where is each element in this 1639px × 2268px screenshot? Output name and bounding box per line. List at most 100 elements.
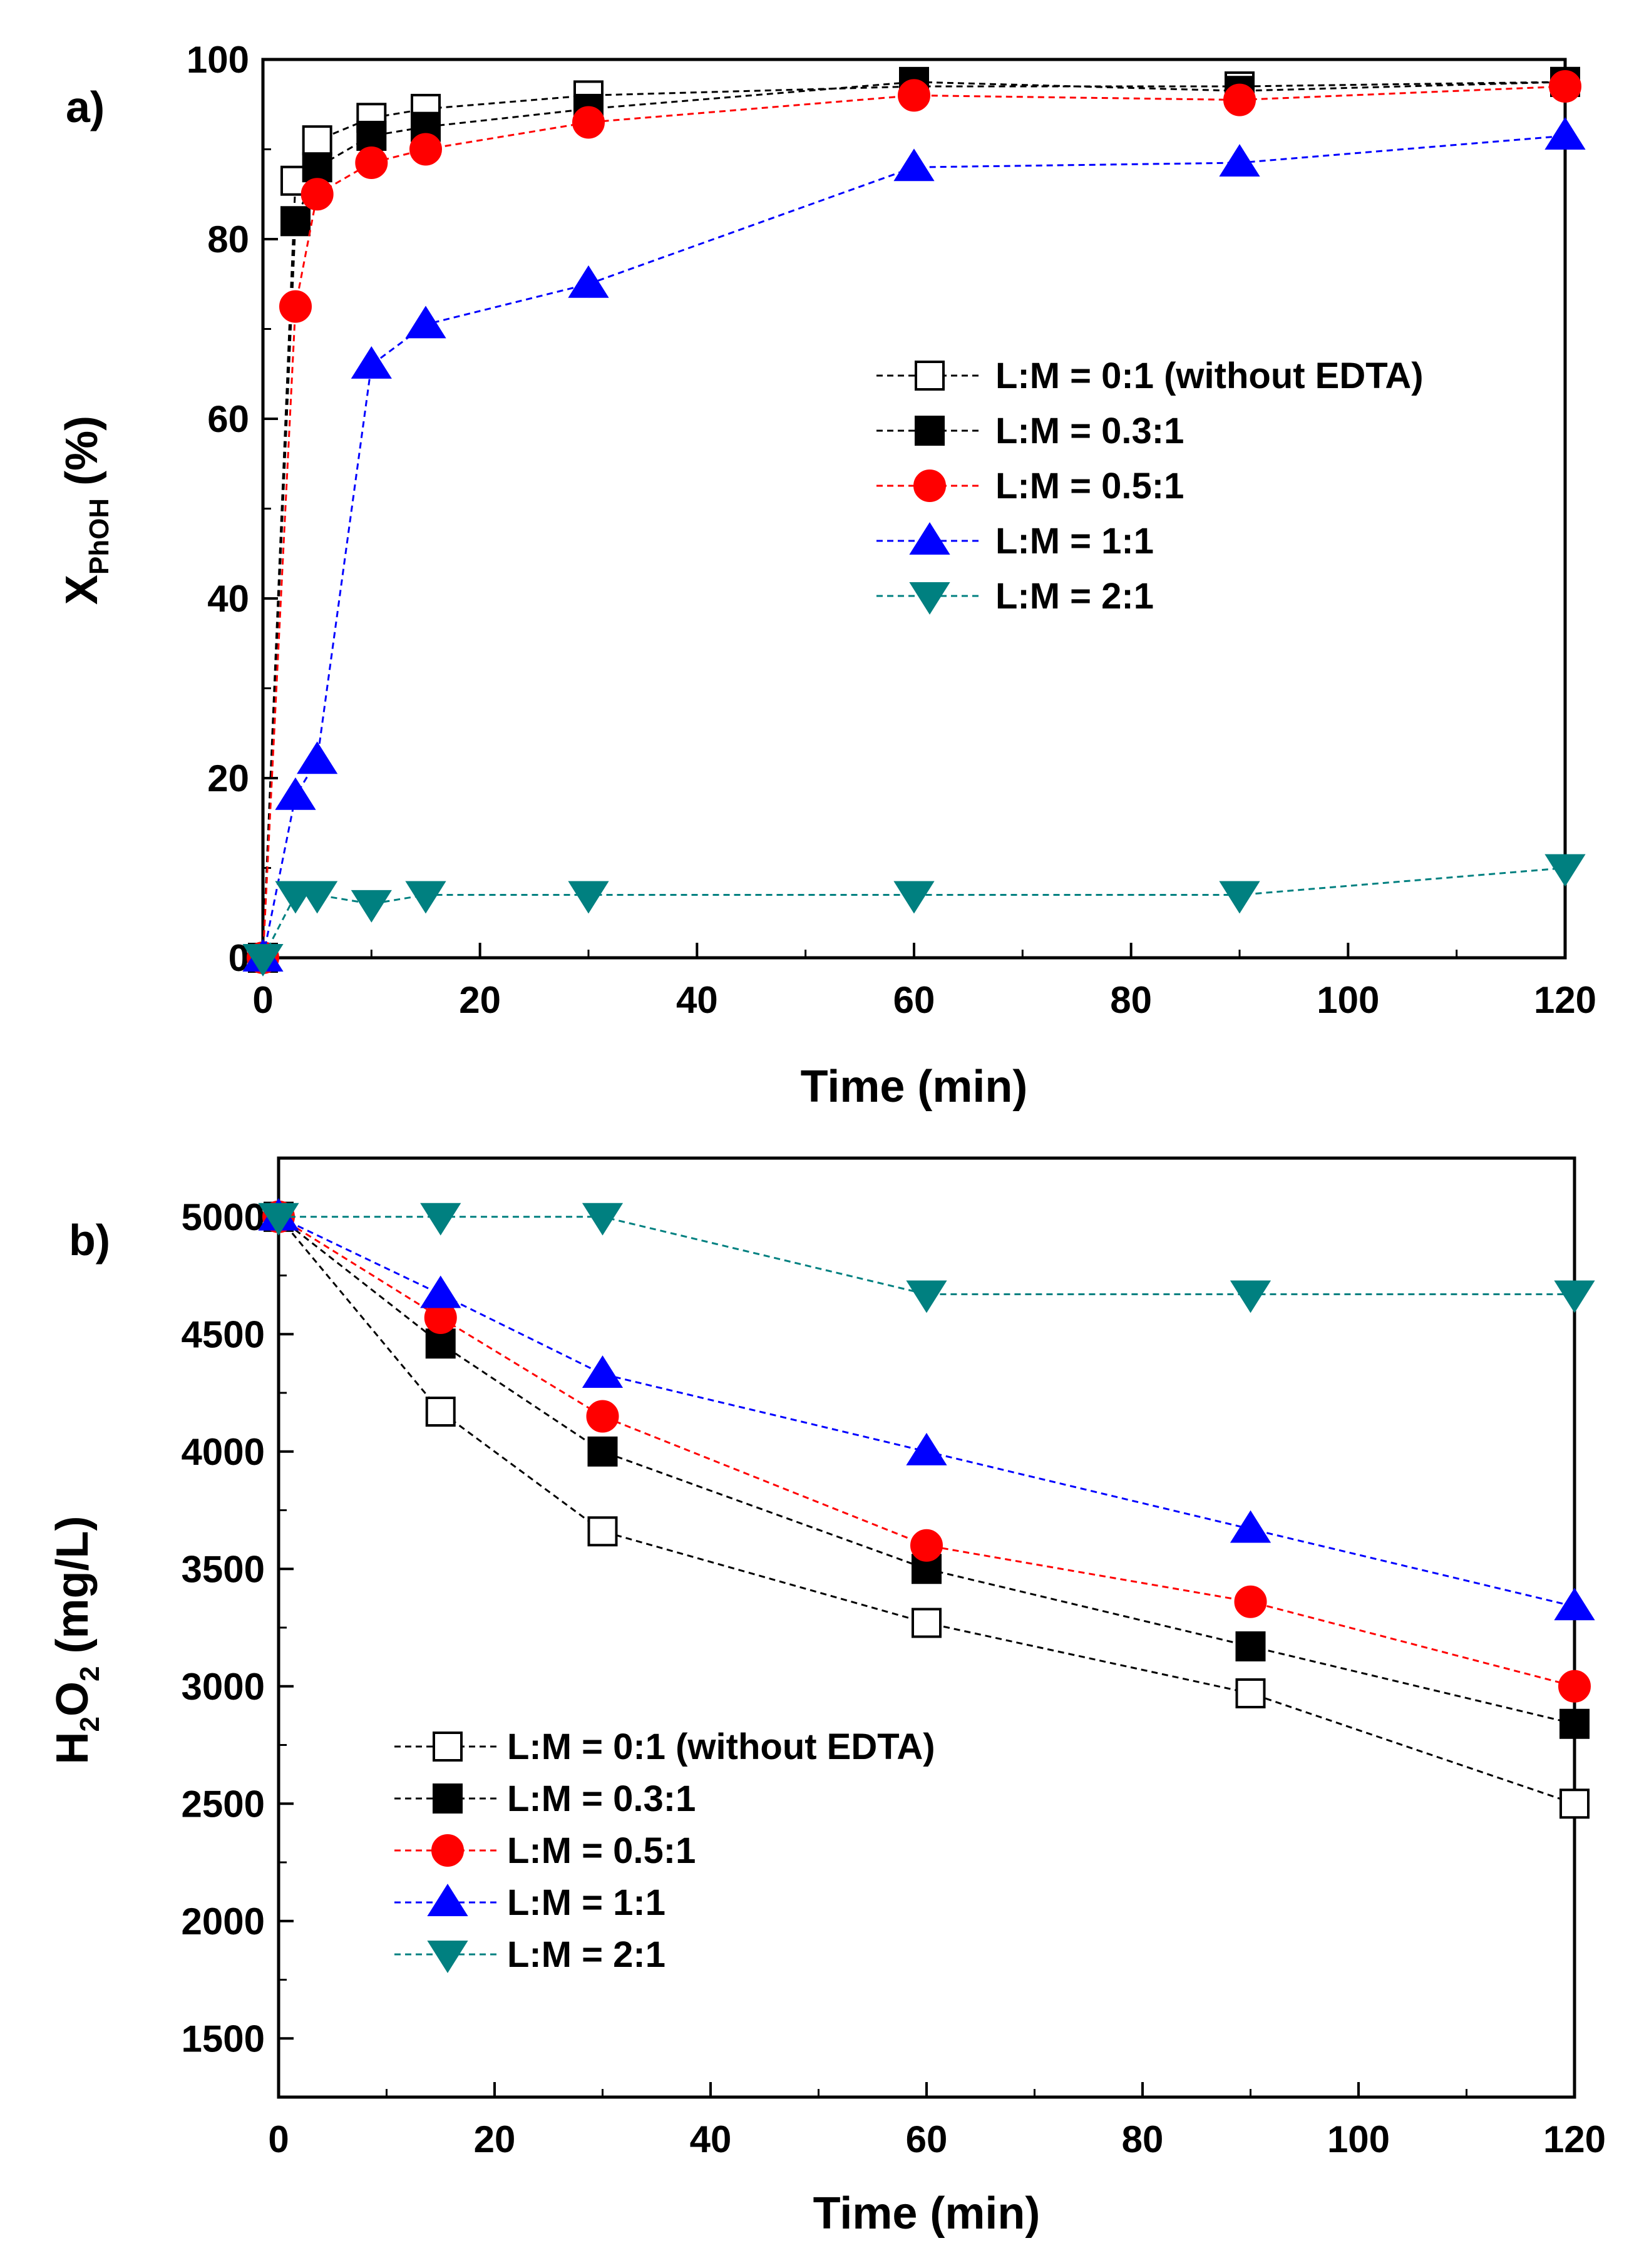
panel-a-series-2-line [262, 85, 1566, 958]
panel-b-series-0-point-2 [587, 1516, 618, 1547]
panel-a-legend-marker-3 [909, 522, 950, 555]
panel-b-y-tick-label-5000: 5000 [182, 1196, 265, 1238]
panel-a-x-tick-label-100: 100 [1317, 979, 1379, 1021]
panel-b-y-axis-title: H2O2 (mg/L) [48, 1516, 105, 1765]
panel-a-series-1-point-3 [356, 120, 387, 151]
panel-a-series-4-point-6 [893, 881, 935, 914]
panel-b-series-3-point-4 [1230, 1510, 1272, 1543]
panel-a-y-tick-label-0: 0 [229, 937, 249, 979]
panel-b-legend-label-2: L:M = 0.5:1 [507, 1830, 696, 1871]
panel-a-y-tick-label-60: 60 [207, 398, 249, 440]
panel-b-series-4-point-2 [582, 1203, 624, 1236]
panel-b-legend-label-3: L:M = 1:1 [507, 1882, 665, 1923]
panel-a-series-3-point-4 [405, 305, 446, 339]
panel-b-legend-marker-2 [431, 1834, 464, 1867]
panel-b-legend-label-0: L:M = 0:1 (without EDTA) [507, 1727, 935, 1767]
panel-a-series-4-point-2 [297, 881, 338, 914]
panel-b-legend: L:M = 0:1 (without EDTA) L:M = 0.3:1 L:M =… [394, 1727, 935, 1975]
panel-a-y-axis-title: XPhOH (%) [57, 416, 115, 605]
panel-a-series-3-point-6 [893, 148, 935, 182]
panel-b-y-tick-label-4500: 4500 [182, 1313, 265, 1355]
panel-b-series-0-line [277, 1216, 1575, 1805]
panel-b-y-tick-label-1500: 1500 [182, 2018, 265, 2060]
panel-a-y-tick-label-80: 80 [207, 218, 249, 260]
panel-a-legend-label-2: L:M = 0.5:1 [995, 466, 1184, 506]
panel-b-legend-label-4: L:M = 2:1 [507, 1934, 665, 1975]
panel-a-series-3-line [262, 135, 1566, 958]
panel-a-legend-label-3: L:M = 1:1 [995, 521, 1154, 562]
panel-a-legend-marker-1 [915, 416, 945, 446]
panel-a-series-3-point-7 [1219, 144, 1260, 177]
panel-a-series-2-point-3 [355, 146, 388, 180]
panel-b-y-tick-label-4000: 4000 [182, 1431, 265, 1473]
panel-a-series-4-point-5 [568, 881, 609, 914]
panel-a-series-3-point-2 [297, 741, 338, 774]
panel-b-x-tick-label-40: 40 [690, 2118, 732, 2160]
panel-b-y-axis-title-o: O [48, 1681, 98, 1716]
panel-a-y-axis-title-main: X [57, 575, 107, 605]
panel-a-series-2-point-6 [898, 79, 930, 112]
panel-b-y-tick-label-2500: 2500 [182, 1783, 265, 1825]
panel-b-legend-label-1: L:M = 0.3:1 [507, 1778, 696, 1819]
panel-b-x-tick-label-100: 100 [1327, 2118, 1390, 2160]
panel-b-series-1-line [278, 1216, 1575, 1725]
panel-a-legend-marker-4 [909, 582, 950, 615]
panel-a-plot-frame [261, 58, 1567, 960]
panel-a-y-axis-title-units: (%) [57, 416, 107, 498]
panel-b-legend-marker-4 [427, 1941, 468, 1973]
panel-a-x-axis-title: Time (min) [801, 1062, 1028, 1112]
panel-b-label: b) [69, 1216, 110, 1265]
panel-a-series-3-point-1 [275, 777, 316, 810]
panel-a-legend-marker-0 [915, 361, 945, 391]
panel-a-x-tick-label-80: 80 [1110, 979, 1152, 1021]
panel-b-x-tick-label-0: 0 [268, 2118, 289, 2160]
panel-b-series-0-point-3 [912, 1608, 942, 1638]
panel-b-series-4-point-4 [1230, 1280, 1272, 1313]
panel-a-chart: a) 0 20 40 60 80 100 120 0 20 40 60 80 100 Time (min… [57, 39, 1596, 1112]
panel-b-series-4-line [279, 1216, 1575, 1295]
panel-a-series-0-point-2 [302, 125, 332, 156]
panel-b-x-tick-label-20: 20 [474, 2118, 516, 2160]
panel-a-y-tick-label-40: 40 [207, 578, 249, 620]
panel-a-legend: L:M = 0:1 (without EDTA) L:M = 0.3:1 L:M =… [876, 356, 1424, 617]
panel-a-series-2-point-2 [301, 178, 334, 211]
panel-b-series-1-point-5 [1559, 1708, 1590, 1739]
panel-b-y-axis-title-sub2: 2 [74, 1666, 105, 1681]
panel-a-label: a) [66, 83, 105, 131]
panel-b-x-tick-label-80: 80 [1122, 2118, 1164, 2160]
panel-b-series [258, 1198, 1595, 1819]
panel-a-y-axis-title-subscript: PhOH [84, 498, 115, 575]
panel-a-legend-label-0: L:M = 0:1 (without EDTA) [995, 356, 1424, 396]
panel-b-series-0-point-1 [425, 1397, 456, 1427]
panel-b-x-tick-label-60: 60 [906, 2118, 948, 2160]
panel-b-series-3-line [278, 1216, 1575, 1608]
panel-a-series [242, 66, 1586, 977]
panel-b-series-2-point-2 [586, 1400, 619, 1433]
panel-a-series-4-point-7 [1219, 881, 1260, 914]
panel-b-series-4-point-5 [1554, 1280, 1595, 1313]
panel-a-series-4-point-0 [242, 944, 284, 977]
panel-a-y-tick-label-100: 100 [187, 39, 249, 81]
panel-a-series-2-point-1 [279, 290, 312, 323]
panel-b-series-1-point-3 [912, 1554, 942, 1584]
panel-a-series-1-line [262, 81, 1566, 958]
panel-b-series-0-point-4 [1235, 1678, 1266, 1708]
panel-a-series-1-point-1 [280, 206, 311, 237]
panel-a-x-tick-label-0: 0 [252, 979, 273, 1021]
panel-b-series-0-point-5 [1559, 1788, 1590, 1819]
panel-b-series-4-point-3 [906, 1280, 947, 1313]
panel-b-series-4-point-1 [420, 1203, 461, 1236]
panel-b-series-3-point-3 [906, 1432, 947, 1465]
panel-a-ticks: 0 20 40 60 80 100 120 0 20 40 60 80 100 [187, 39, 1596, 1021]
panel-b-y-tick-label-3500: 3500 [182, 1548, 265, 1590]
panel-a-series-2-point-5 [572, 106, 605, 139]
panel-b-series-3-point-1 [420, 1275, 461, 1308]
panel-a-series-3-point-5 [568, 265, 609, 298]
panel-b-legend-marker-0 [433, 1732, 463, 1762]
panel-b-x-tick-label-120: 120 [1543, 2118, 1606, 2160]
panel-a-x-tick-label-120: 120 [1534, 979, 1596, 1021]
panel-a-legend-label-4: L:M = 2:1 [995, 576, 1154, 617]
panel-a-legend-marker-2 [913, 470, 946, 502]
panel-b-series-3-point-2 [582, 1355, 624, 1388]
